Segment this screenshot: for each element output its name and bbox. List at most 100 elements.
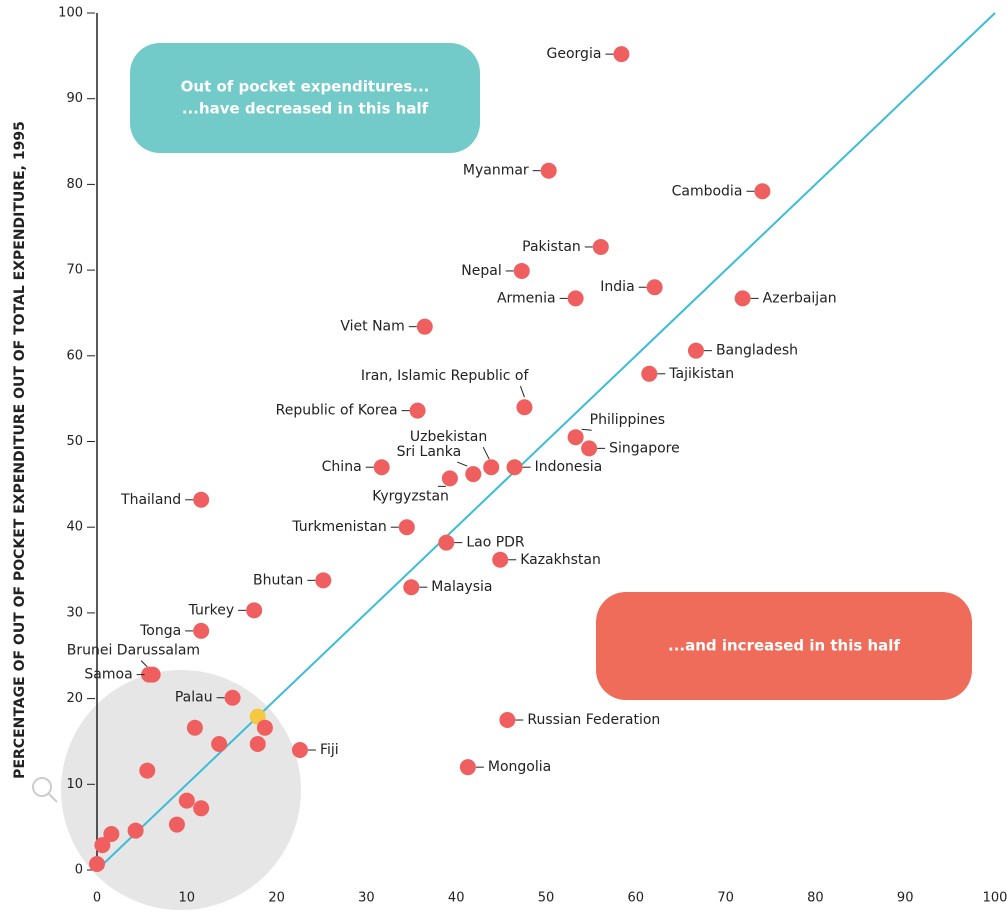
point: [492, 551, 509, 568]
y-tick-label: 50: [66, 434, 83, 449]
annotation-box: [596, 592, 972, 700]
point-label: Fiji: [320, 742, 339, 758]
point-label: Turkmenistan: [291, 519, 386, 535]
y-tick-label: 20: [66, 691, 83, 706]
point-label: Iran, Islamic Republic of: [361, 368, 530, 384]
annotation-text: ...and increased in this half: [668, 637, 900, 655]
point: [103, 826, 120, 843]
point-label: China: [322, 459, 362, 475]
point-label: Bhutan: [253, 572, 303, 588]
magnifier-icon: [32, 777, 58, 803]
point-label: Thailand: [120, 492, 181, 508]
point: [246, 602, 263, 619]
point-label: Armenia: [497, 290, 556, 306]
point-label: Turkey: [188, 602, 235, 618]
point-label: Sri Lanka: [397, 444, 462, 460]
y-tick-label: 10: [66, 777, 83, 792]
reference-line: [96, 12, 996, 871]
leader-line: [140, 660, 148, 667]
point-label: Palau: [175, 690, 213, 706]
point: [441, 470, 458, 487]
point: [193, 800, 210, 817]
point: [592, 238, 609, 255]
point: [567, 290, 584, 307]
point: [144, 666, 161, 683]
point-label: Malaysia: [431, 579, 492, 595]
point-label: Kazakhstan: [520, 552, 601, 568]
point: [256, 719, 273, 736]
point-label: Lao PDR: [466, 535, 525, 551]
x-tick-label: 90: [897, 891, 914, 906]
point: [506, 459, 523, 476]
point: [409, 402, 426, 419]
point-label: Bangladesh: [716, 343, 798, 359]
point-label: Singapore: [609, 440, 680, 456]
point: [641, 365, 658, 382]
x-tick-label: 100: [983, 891, 1007, 906]
point: [178, 792, 195, 809]
point-label: Tonga: [139, 623, 181, 639]
point-label: Republic of Korea: [276, 403, 398, 419]
point: [127, 822, 144, 839]
point: [193, 622, 210, 639]
annotation-text: ...have decreased in this half: [182, 100, 429, 118]
point: [224, 689, 241, 706]
point-label: Russian Federation: [527, 712, 660, 728]
point-label: Samoa: [84, 667, 132, 683]
x-tick-label: 20: [268, 891, 285, 906]
point-label: Pakistan: [522, 239, 581, 255]
point-label: Georgia: [547, 46, 602, 62]
x-tick-label: 60: [628, 891, 645, 906]
point: [516, 399, 533, 416]
point: [499, 712, 516, 729]
leader-line: [519, 386, 525, 398]
point-label: Viet Nam: [340, 319, 404, 335]
point: [567, 429, 584, 446]
point-label: Philippines: [590, 412, 665, 428]
point-label: Azerbaijan: [763, 290, 837, 306]
point: [249, 736, 266, 753]
y-tick-label: 60: [66, 348, 83, 363]
y-axis-label: PERCENTAGE OF OUT OF POCKET EXPENDITURE …: [12, 121, 28, 779]
x-tick-label: 0: [93, 891, 101, 906]
point: [613, 46, 630, 63]
annotation-box: [130, 43, 480, 153]
point-label: Kyrgyzstan: [372, 488, 449, 504]
point: [291, 742, 308, 759]
point: [211, 736, 228, 753]
point-label: Myanmar: [463, 163, 529, 179]
leader-line: [581, 428, 592, 431]
point: [139, 762, 156, 779]
point: [687, 342, 704, 359]
x-tick-label: 70: [717, 891, 734, 906]
point: [513, 262, 530, 279]
point: [459, 759, 476, 776]
y-tick-label: 70: [66, 263, 83, 278]
x-tick-label: 40: [448, 891, 465, 906]
point-label: Cambodia: [672, 183, 743, 199]
y-tick-label: 80: [66, 177, 83, 192]
y-tick-label: 90: [66, 91, 83, 106]
x-tick-label: 30: [358, 891, 375, 906]
point: [94, 837, 111, 854]
point: [373, 459, 390, 476]
x-tick-label: 10: [179, 891, 196, 906]
x-tick-label: 50: [538, 891, 555, 906]
point: [89, 856, 105, 873]
point: [186, 719, 203, 736]
point: [398, 519, 415, 536]
leader-line: [457, 461, 468, 467]
point: [581, 440, 598, 457]
y-tick-label: 0: [75, 863, 83, 878]
x-tick-label: 80: [807, 891, 824, 906]
point-label: Uzbekistan: [410, 429, 487, 445]
point-label: Indonesia: [535, 459, 603, 475]
point-label: Nepal: [461, 263, 501, 279]
point: [315, 572, 332, 589]
point-label: Mongolia: [488, 759, 551, 775]
point: [416, 318, 433, 335]
point: [754, 183, 771, 200]
y-tick-label: 40: [66, 520, 83, 535]
point-label: Brunei Darussalam: [67, 643, 200, 659]
